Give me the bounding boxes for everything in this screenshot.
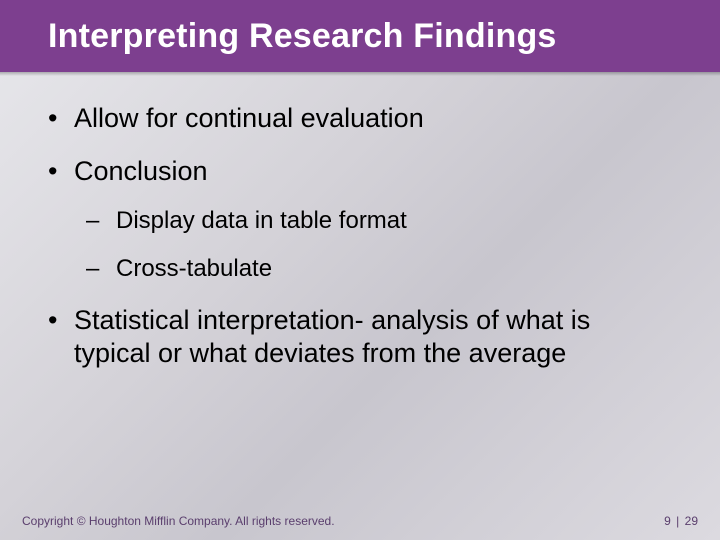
slide-title: Interpreting Research Findings	[48, 17, 557, 56]
bullet-text: Conclusion	[74, 156, 208, 186]
sub-bullet-item: Display data in table format	[86, 206, 672, 236]
slide-footer: Copyright © Houghton Mifflin Company. Al…	[0, 514, 720, 528]
sub-bullet-item: Cross-tabulate	[86, 254, 672, 284]
sub-bullet-text: Cross-tabulate	[116, 255, 272, 282]
footer-page: 29	[685, 514, 698, 528]
title-bar: Interpreting Research Findings	[0, 0, 720, 72]
bullet-item: Statistical interpretation- analysis of …	[48, 304, 672, 370]
bullet-text: Statistical interpretation- analysis of …	[74, 305, 590, 368]
footer-page-indicator: 9 | 29	[664, 514, 698, 528]
sub-bullet-text: Display data in table format	[116, 207, 407, 234]
footer-copyright: Copyright © Houghton Mifflin Company. Al…	[22, 514, 335, 528]
bullet-list: Allow for continual evaluation Conclusio…	[48, 102, 672, 370]
footer-separator: |	[671, 514, 685, 528]
bullet-item: Conclusion Display data in table format …	[48, 155, 672, 284]
sub-bullet-list: Display data in table format Cross-tabul…	[74, 206, 672, 284]
slide: Interpreting Research Findings Allow for…	[0, 0, 720, 540]
footer-chapter: 9	[664, 514, 671, 528]
bullet-item: Allow for continual evaluation	[48, 102, 672, 135]
slide-content: Allow for continual evaluation Conclusio…	[0, 72, 720, 370]
bullet-text: Allow for continual evaluation	[74, 103, 424, 133]
